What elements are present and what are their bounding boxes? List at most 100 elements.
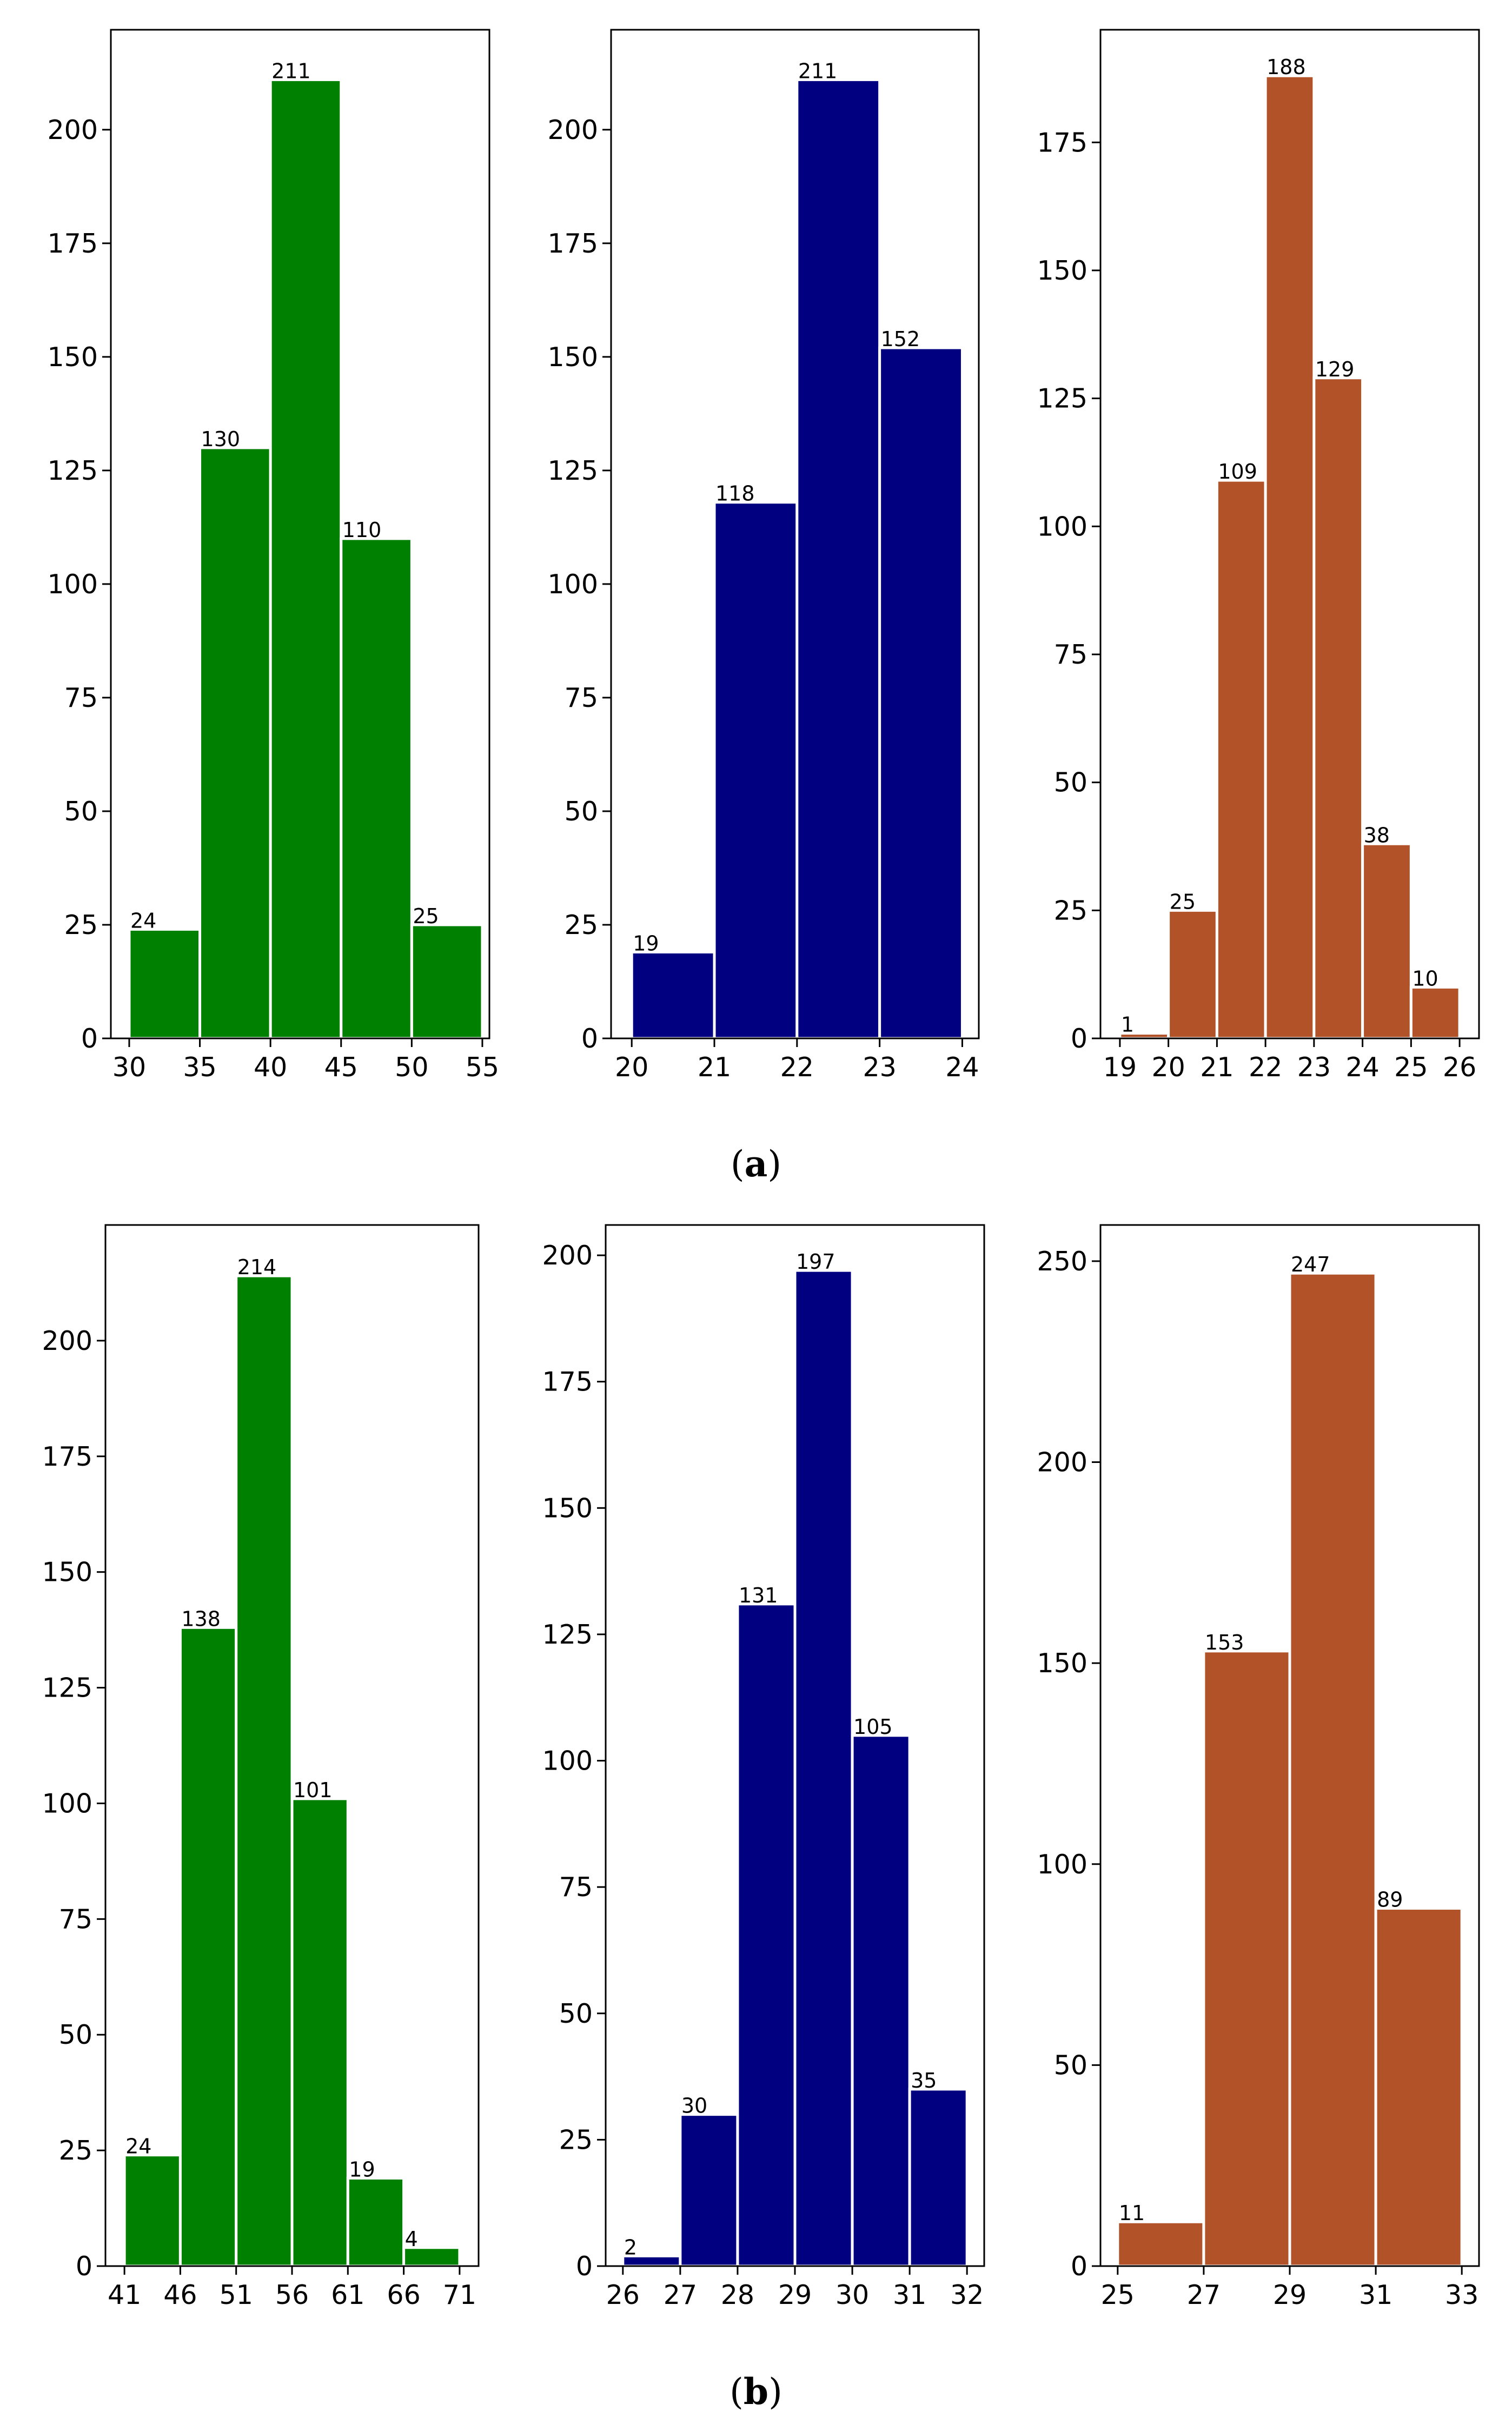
- bar: [878, 346, 964, 1040]
- x-tick-label: 30: [835, 2280, 869, 2310]
- histogram-a-2: 19 118 211 152 0 25 50 75 100 125 150 175 200 20 21 22 2…: [547, 29, 980, 1083]
- x-tick-label: 61: [331, 2280, 364, 2310]
- x-tick-label: 25: [1394, 1052, 1428, 1083]
- x-tick-label: 41: [108, 2280, 141, 2310]
- y-tick-label: 0: [576, 2251, 593, 2282]
- bar: [630, 950, 716, 1040]
- x-tick-label: 19: [1103, 1052, 1137, 1083]
- x-tick-label: 22: [1249, 1052, 1282, 1083]
- x-tick-label: 25: [1101, 2280, 1135, 2310]
- x-tick-label: 66: [387, 2280, 420, 2310]
- x-tick-label: 22: [780, 1052, 814, 1083]
- y-tick-label: 0: [76, 2251, 92, 2282]
- y-tick-label: 200: [42, 1326, 92, 1356]
- x-tick-label: 20: [1151, 1052, 1185, 1083]
- bar: [269, 78, 343, 1040]
- y-tick-label: 175: [42, 1441, 92, 1472]
- y-tick-label: 125: [542, 1619, 593, 1650]
- y-tick-label: 150: [1037, 1648, 1087, 1679]
- y-tick-label: 50: [64, 796, 98, 827]
- y-tick-label: 75: [565, 683, 598, 713]
- bar-value-label: 131: [739, 1584, 778, 1607]
- bar-value-label: 214: [237, 1255, 277, 1279]
- bar: [290, 1797, 349, 2268]
- y-tick-label: 175: [47, 228, 98, 259]
- x-tick-label: 24: [1345, 1052, 1379, 1083]
- x-tick-label: 51: [220, 2280, 253, 2310]
- y-tick-label: 200: [542, 1240, 593, 1271]
- x-tick-label: 21: [1200, 1052, 1234, 1083]
- y-tick-label: 150: [542, 1493, 593, 1524]
- y-tick-label: 100: [547, 569, 598, 600]
- bar: [736, 1602, 797, 2268]
- bar: [1167, 909, 1218, 1040]
- bar: [795, 78, 881, 1040]
- bar-value-label: 25: [1170, 890, 1196, 913]
- y-tick-label: 0: [581, 1023, 598, 1054]
- bar-value-label: 38: [1364, 823, 1390, 847]
- y-tick-label: 175: [1037, 127, 1087, 158]
- bar: [340, 537, 413, 1040]
- x-tick-label: 56: [275, 2280, 309, 2310]
- bar: [793, 1269, 854, 2268]
- bar-value-label: 152: [881, 327, 920, 351]
- bar: [1264, 74, 1316, 1040]
- x-tick-label: 50: [395, 1052, 428, 1083]
- x-tick-label: 40: [254, 1052, 287, 1083]
- y-tick-label: 150: [1037, 255, 1087, 286]
- y-tick-label: 150: [42, 1557, 92, 1588]
- bar-value-label: 197: [796, 1250, 835, 1274]
- y-tick-label: 0: [1071, 2251, 1087, 2282]
- y-tick-label: 75: [559, 1872, 593, 1903]
- y-tick-label: 100: [1037, 1849, 1087, 1880]
- bar: [123, 2154, 182, 2268]
- bar-value-label: 109: [1218, 460, 1257, 484]
- y-tick-label: 75: [59, 1904, 92, 1935]
- bar: [1312, 376, 1364, 1040]
- bar-value-label: 1: [1121, 1013, 1134, 1037]
- bar: [198, 446, 272, 1040]
- bar-value-label: 24: [130, 909, 156, 932]
- y-tick-label: 50: [1054, 767, 1087, 798]
- y-tick-label: 0: [1071, 1023, 1087, 1054]
- x-tick-label: 33: [1445, 2280, 1478, 2310]
- histogram-b-2: 2 30 131 197 105 35 0 25 50 75 100 125 150 175 200 26 27…: [542, 1224, 985, 2310]
- y-tick-label: 100: [42, 1788, 92, 1819]
- x-tick-label: 31: [893, 2280, 926, 2310]
- x-tick-label: 28: [721, 2280, 754, 2310]
- x-tick-label: 23: [863, 1052, 896, 1083]
- x-tick-label: 32: [950, 2280, 984, 2310]
- y-tick-label: 25: [64, 910, 98, 941]
- bar-value-label: 110: [342, 518, 382, 542]
- bar: [1409, 985, 1461, 1040]
- x-tick-label: 21: [698, 1052, 731, 1083]
- y-tick-label: 25: [59, 2135, 92, 2166]
- x-tick-label: 71: [443, 2280, 476, 2310]
- caption-a: (a): [731, 1143, 781, 1185]
- bar: [1202, 1650, 1291, 2268]
- y-tick-label: 125: [47, 455, 98, 486]
- y-tick-label: 125: [42, 1673, 92, 1704]
- x-tick-label: 55: [466, 1052, 499, 1083]
- y-tick-label: 50: [565, 796, 598, 827]
- bar: [402, 2246, 461, 2268]
- bar-value-label: 19: [633, 931, 659, 955]
- y-tick-label: 25: [565, 910, 598, 941]
- x-tick-label: 23: [1297, 1052, 1331, 1083]
- y-tick-label: 100: [542, 1746, 593, 1777]
- x-tick-label: 20: [615, 1052, 648, 1083]
- x-tick-label: 27: [664, 2280, 697, 2310]
- y-tick-label: 75: [64, 683, 98, 713]
- bar: [346, 2176, 406, 2268]
- y-tick-label: 0: [81, 1023, 98, 1054]
- y-tick-label: 100: [1037, 511, 1087, 542]
- y-tick-label: 75: [1054, 639, 1087, 670]
- bar: [178, 1626, 238, 2268]
- x-tick-label: 46: [163, 2280, 197, 2310]
- bar-value-label: 4: [405, 2227, 418, 2251]
- bar: [679, 2113, 739, 2268]
- y-tick-label: 200: [547, 115, 598, 145]
- bar: [235, 1274, 294, 2268]
- plot-frame: [1099, 29, 1480, 1039]
